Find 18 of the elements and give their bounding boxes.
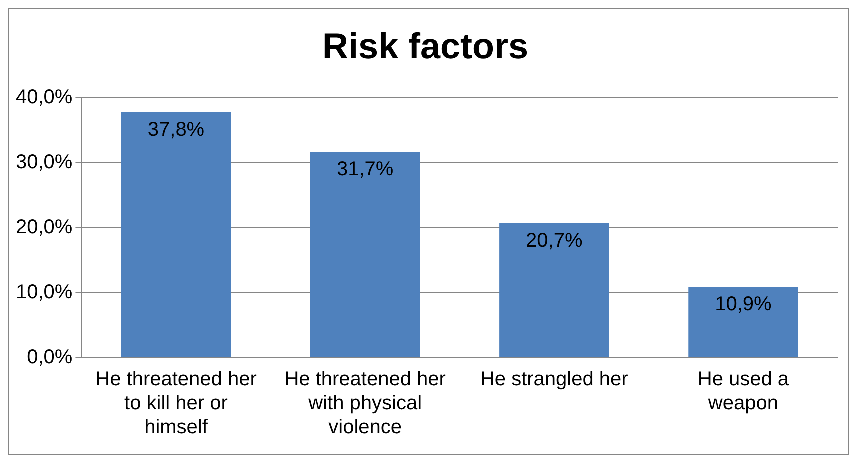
x-tick-label: He threatened her to kill her or himself	[96, 368, 258, 439]
bar	[121, 112, 232, 358]
data-label: 31,7%	[336, 158, 394, 181]
bar	[310, 152, 420, 358]
data-label: 37,8%	[148, 119, 205, 142]
x-tick-label: He used a weapon	[698, 368, 790, 415]
x-tick-label: He strangled her	[480, 368, 629, 391]
y-tick-label: 10,0%	[16, 282, 73, 304]
y-tick-label: 30,0%	[16, 152, 73, 174]
x-tick-label: He threatened her with physical violence	[284, 368, 446, 439]
y-tick-label: 0,0%	[27, 346, 73, 369]
bar	[500, 224, 610, 358]
bar	[688, 287, 798, 358]
y-tick-label: 20,0%	[16, 216, 73, 239]
data-label: 10,9%	[715, 294, 772, 316]
y-tick-label: 40,0%	[16, 86, 73, 109]
chart-title: Risk factors	[322, 26, 529, 67]
data-label: 20,7%	[526, 230, 583, 252]
